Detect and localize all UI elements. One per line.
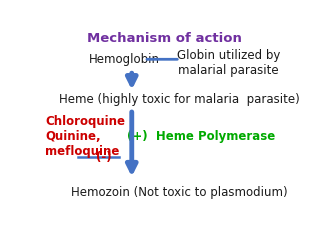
Text: Hemozoin (Not toxic to plasmodium): Hemozoin (Not toxic to plasmodium) <box>71 186 287 199</box>
Text: (-): (-) <box>96 151 111 164</box>
Text: Mechanism of action: Mechanism of action <box>87 32 241 45</box>
Text: Heme (highly toxic for malaria  parasite): Heme (highly toxic for malaria parasite) <box>59 93 299 107</box>
Text: (+)  Heme Polymerase: (+) Heme Polymerase <box>127 130 275 144</box>
Text: Globin utilized by
malarial parasite: Globin utilized by malarial parasite <box>177 49 280 77</box>
Text: Chloroquine
Quinine,
mefloquine: Chloroquine Quinine, mefloquine <box>45 115 125 158</box>
Text: Hemoglobin: Hemoglobin <box>89 53 160 66</box>
